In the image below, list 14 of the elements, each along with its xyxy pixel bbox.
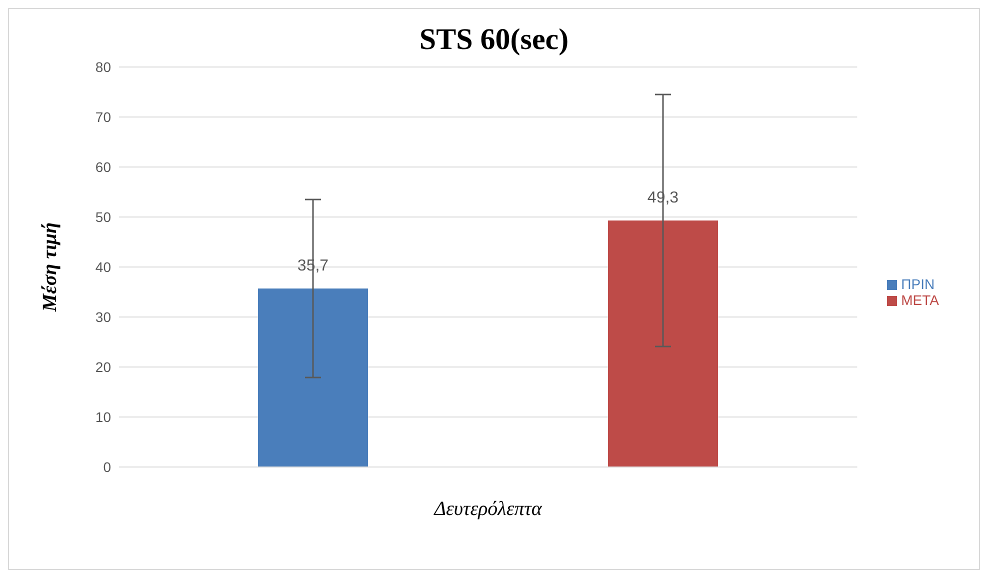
y-tick-label: 70 [95,108,112,125]
y-tick-label: 20 [95,358,112,375]
y-tick-label: 40 [95,258,112,275]
legend-label: ΠΡΙΝ [901,276,935,292]
y-tick-label: 50 [95,208,112,225]
y-tick-label: 30 [95,308,112,325]
y-axis-title: Μέση τιμή [39,222,62,313]
chart-title: STS 60(sec) [418,23,570,57]
y-tick-label: 0 [103,458,112,475]
y-tick-label: 60 [95,158,112,175]
x-axis-title: Δευτερόλεπτα [433,498,542,520]
legend-label: ΜΕΤΑ [901,292,939,308]
y-tick-label: 10 [95,408,112,425]
y-tick-label: 80 [95,58,112,75]
